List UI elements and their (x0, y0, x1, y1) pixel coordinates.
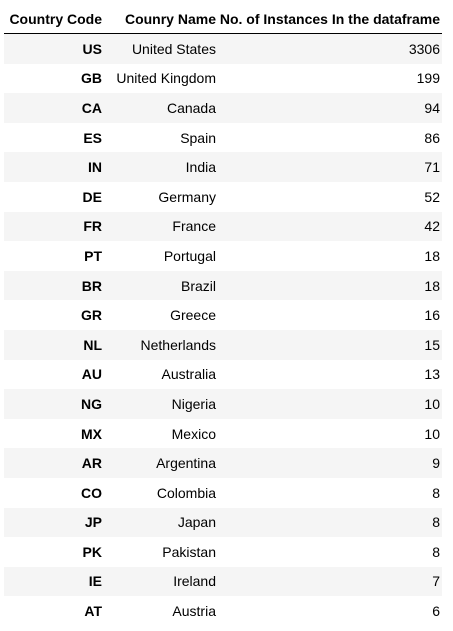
table-row: FR France 42 (4, 211, 442, 242)
instance-count-cell: 16 (424, 307, 440, 324)
table-row: GB United Kingdom 199 (4, 64, 442, 94)
country-name-cell: Pakistan (162, 543, 216, 560)
table-row: AT Austria 6 (4, 596, 442, 626)
instance-count-cell: 13 (424, 366, 440, 383)
table-row: BR Brazil 18 (4, 270, 442, 301)
country-code-cell: PT (84, 247, 102, 264)
country-name-cell: United States (104, 33, 218, 64)
country-name-cell: Australia (161, 366, 216, 383)
country-instances-table: Country Code Counry Name No. of Instance… (4, 5, 442, 626)
table-row: DE Germany 52 (4, 182, 442, 212)
table-row: IN India 71 (4, 152, 442, 182)
country-name-cell: Austria (172, 603, 216, 620)
country-name-cell: India (104, 152, 218, 182)
country-name-cell: Netherlands (104, 329, 218, 360)
table-row: US United States 3306 (4, 33, 442, 64)
country-name-cell: Portugal (163, 247, 216, 264)
table-body: US United States 3306 GB United Kingdom 199 CA… (4, 33, 442, 626)
instance-count-cell: 86 (424, 129, 440, 146)
instance-count-cell: 8 (432, 484, 440, 501)
instance-count-cell: 6 (432, 603, 440, 620)
header-row: Country Code Counry Name No. of Instance… (4, 5, 442, 34)
table-row: JP Japan 8 (4, 507, 442, 538)
table-row: AR Argentina 9 (4, 448, 442, 478)
table-row: GR Greece 16 (4, 300, 442, 330)
country-code-cell: BR (4, 270, 104, 301)
country-code-cell: FR (4, 211, 104, 242)
country-code-cell: US (4, 33, 104, 64)
country-code-cell: MX (81, 425, 102, 442)
header-country-name: Counry Name (104, 5, 218, 34)
table-row: NL Netherlands 15 (4, 329, 442, 360)
table-row: AU Australia 13 (4, 360, 442, 390)
country-code-cell: CO (81, 484, 102, 501)
instance-count-cell: 71 (218, 152, 442, 182)
instance-count-cell: 18 (218, 270, 442, 301)
country-code-cell: PK (82, 543, 102, 560)
instance-count-cell: 199 (416, 70, 440, 87)
table-row: PT Portugal 18 (4, 241, 442, 271)
country-code-cell: JP (4, 507, 104, 538)
country-code-cell: GB (81, 70, 102, 87)
header-country-code: Country Code (4, 5, 104, 34)
instance-count-cell: 8 (218, 507, 442, 538)
instance-count-cell: 42 (218, 211, 442, 242)
country-code-cell: AU (81, 366, 102, 383)
table-row: CO Colombia 8 (4, 478, 442, 508)
country-code-cell: GR (81, 307, 102, 324)
instance-count-cell: 15 (218, 329, 442, 360)
country-name-cell: Germany (158, 188, 216, 205)
country-name-cell: Ireland (104, 566, 218, 597)
instance-count-cell: 8 (432, 543, 440, 560)
table-row: NG Nigeria 10 (4, 389, 442, 419)
table-row: IE Ireland 7 (4, 566, 442, 597)
country-name-cell: Spain (180, 129, 216, 146)
instance-count-cell: 9 (218, 448, 442, 478)
country-code-cell: NG (4, 389, 104, 419)
instance-count-cell: 52 (424, 188, 440, 205)
table-row: ES Spain 86 (4, 123, 442, 153)
country-name-cell: Mexico (171, 425, 216, 442)
country-code-cell: DE (82, 188, 102, 205)
instance-count-cell: 18 (424, 247, 440, 264)
country-instances-table-container: Country Code Counry Name No. of Instance… (4, 5, 442, 626)
instance-count-cell: 3306 (218, 33, 442, 64)
country-name-cell: Nigeria (104, 389, 218, 419)
country-code-cell: ES (83, 129, 102, 146)
country-name-cell: Greece (170, 307, 216, 324)
country-name-cell: France (104, 211, 218, 242)
country-code-cell: IN (4, 152, 104, 182)
country-name-cell: Canada (104, 93, 218, 123)
instance-count-cell: 10 (424, 425, 440, 442)
country-name-cell: Colombia (156, 484, 216, 501)
country-code-cell: IE (4, 566, 104, 597)
country-name-cell: Japan (104, 507, 218, 538)
table-row: MX Mexico 10 (4, 419, 442, 449)
instance-count-cell: 7 (218, 566, 442, 597)
table-row: PK Pakistan 8 (4, 537, 442, 567)
instance-count-cell: 10 (218, 389, 442, 419)
table-row: CA Canada 94 (4, 93, 442, 123)
table-header: Country Code Counry Name No. of Instance… (4, 5, 442, 34)
country-code-cell: CA (4, 93, 104, 123)
country-code-cell: NL (4, 329, 104, 360)
country-code-cell: AR (4, 448, 104, 478)
country-code-cell: AT (84, 603, 102, 620)
country-name-cell: Argentina (104, 448, 218, 478)
header-instance-count: No. of Instances In the dataframe (218, 5, 442, 34)
instance-count-cell: 94 (218, 93, 442, 123)
country-name-cell: United Kingdom (116, 70, 216, 87)
country-name-cell: Brazil (104, 270, 218, 301)
